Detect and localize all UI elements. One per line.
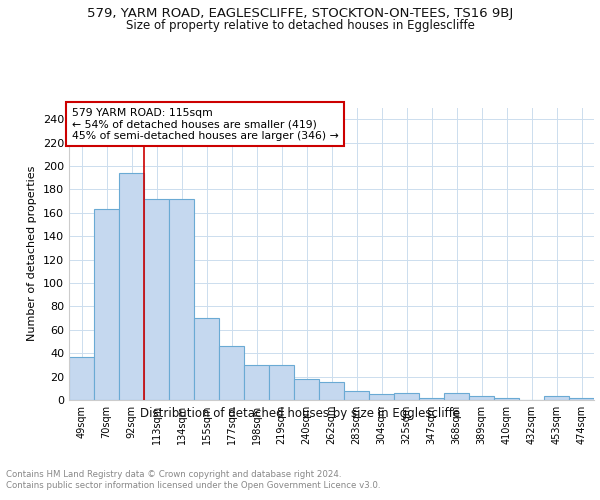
Bar (369, 394, 394, 400)
Bar (219, 346, 244, 400)
Bar (94, 210, 119, 400)
Text: 579 YARM ROAD: 115sqm
← 54% of detached houses are smaller (419)
45% of semi-det: 579 YARM ROAD: 115sqm ← 54% of detached … (71, 108, 338, 140)
Bar (69, 356, 94, 400)
Bar (344, 390, 369, 400)
Bar (119, 173, 144, 400)
Text: 579, YARM ROAD, EAGLESCLIFFE, STOCKTON-ON-TEES, TS16 9BJ: 579, YARM ROAD, EAGLESCLIFFE, STOCKTON-O… (87, 8, 513, 20)
Text: Size of property relative to detached houses in Egglescliffe: Size of property relative to detached ho… (125, 18, 475, 32)
Bar (244, 365, 269, 400)
Text: Contains HM Land Registry data © Crown copyright and database right 2024.: Contains HM Land Registry data © Crown c… (6, 470, 341, 479)
Bar (319, 382, 344, 400)
Bar (569, 398, 594, 400)
Bar (194, 318, 219, 400)
Bar (394, 393, 419, 400)
Text: Contains public sector information licensed under the Open Government Licence v3: Contains public sector information licen… (6, 481, 380, 490)
Bar (444, 393, 469, 400)
Bar (469, 396, 494, 400)
Y-axis label: Number of detached properties: Number of detached properties (28, 166, 37, 342)
Bar (169, 199, 194, 400)
Text: Distribution of detached houses by size in Egglescliffe: Distribution of detached houses by size … (140, 408, 460, 420)
Bar (144, 199, 169, 400)
Bar (544, 396, 569, 400)
Bar (494, 398, 519, 400)
Bar (269, 365, 294, 400)
Bar (294, 379, 319, 400)
Bar (419, 398, 444, 400)
